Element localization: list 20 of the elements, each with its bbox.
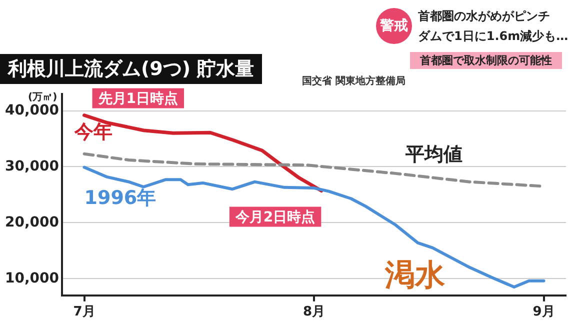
- x-tick-label: 8月: [302, 304, 326, 320]
- y-tick-label: 40,000: [4, 102, 60, 118]
- x-tick-label: 9月: [532, 304, 555, 320]
- y-tick-label: 20,000: [4, 214, 60, 230]
- text: 国交省 関東地方整備局: [302, 74, 406, 88]
- annotation: 渇水: [385, 257, 445, 295]
- annotation: 今月2日時点: [234, 209, 316, 226]
- text: 警戒: [376, 8, 412, 44]
- text: ダムで1日に1.6m減少も…: [418, 28, 568, 45]
- text: 首都圏の水がめがピンチ: [418, 8, 550, 25]
- chart-title: 利根川上流ダム(9つ) 貯水量: [0, 54, 262, 84]
- annotation: 先月1日時点: [97, 90, 178, 107]
- y-axis-title: (万㎥): [28, 91, 58, 104]
- y-tick-label: 30,000: [4, 158, 60, 174]
- series-label: 今年: [73, 121, 112, 144]
- y-tick-label: 10,000: [4, 270, 60, 286]
- series-label: 平均値: [404, 143, 463, 166]
- series-label: 1996年: [84, 187, 156, 210]
- text: 首都圏で取水制限の可能性: [410, 52, 562, 69]
- x-tick-label: 7月: [73, 304, 96, 320]
